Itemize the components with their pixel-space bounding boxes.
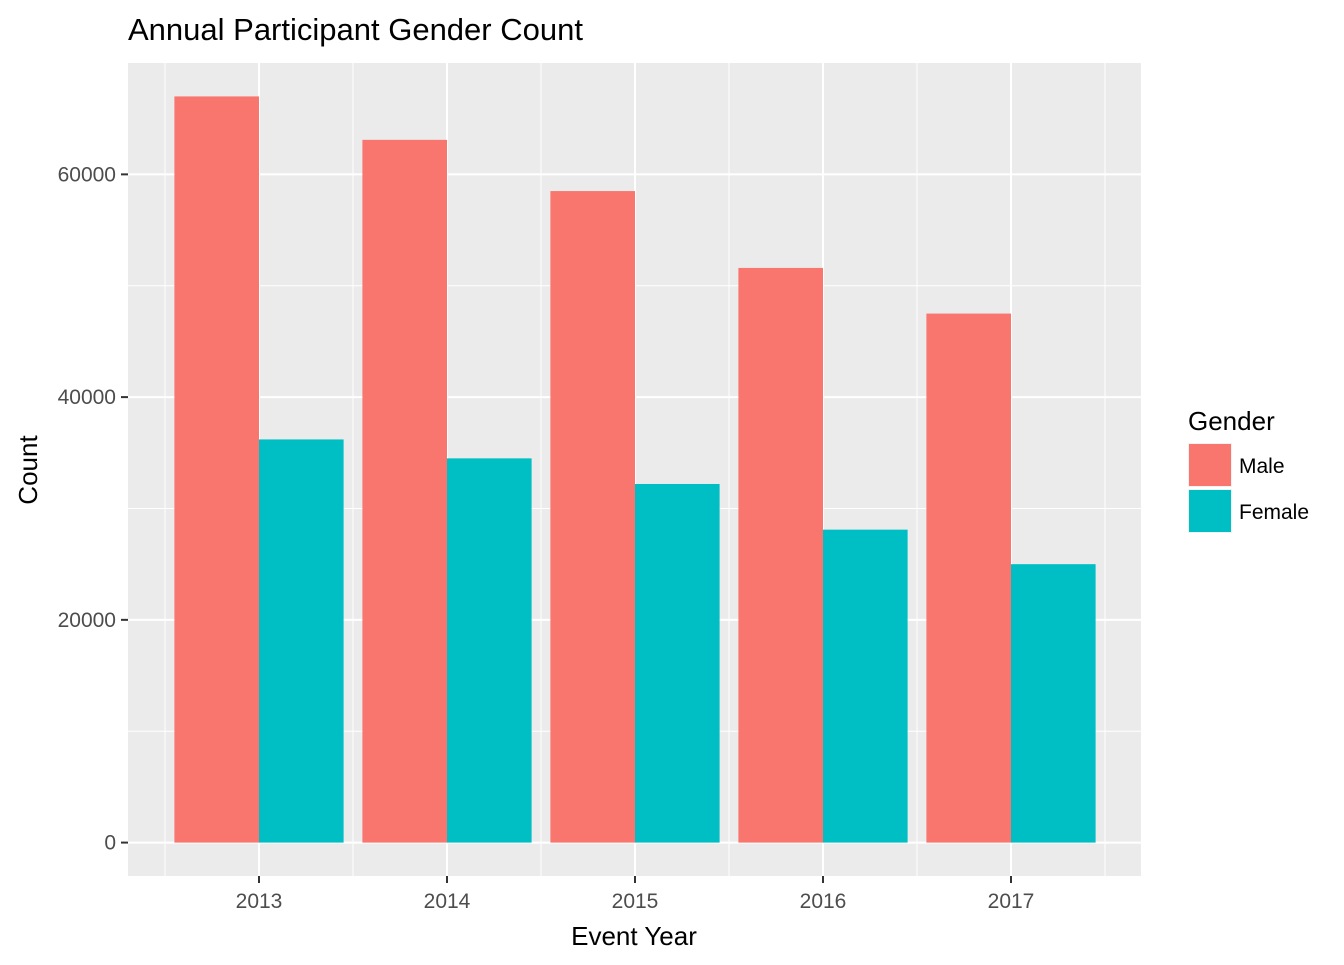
bar-female-2015 xyxy=(635,483,720,843)
bar-female-2017 xyxy=(1011,564,1096,843)
y-tick-label: 40000 xyxy=(58,386,116,409)
bar-female-2013 xyxy=(259,439,344,843)
bar-female-2014 xyxy=(447,458,532,843)
legend-title: Gender xyxy=(1188,406,1275,436)
bar-male-2017 xyxy=(926,313,1011,843)
legend-label-female: Female xyxy=(1239,501,1309,524)
bar-male-2014 xyxy=(362,139,447,843)
y-tick-label: 0 xyxy=(104,832,116,855)
x-tick-label: 2013 xyxy=(236,890,283,913)
bar-female-2016 xyxy=(823,529,908,843)
y-tick-label: 60000 xyxy=(58,163,116,186)
legend-key-female xyxy=(1189,490,1231,532)
bar-male-2013 xyxy=(174,96,259,843)
bar-male-2016 xyxy=(738,267,823,843)
y-axis-label: Count xyxy=(13,435,43,505)
chart-title: Annual Participant Gender Count xyxy=(128,12,583,47)
x-tick-label: 2016 xyxy=(800,890,847,913)
legend: Gender Male Female xyxy=(1188,406,1309,533)
x-tick-label: 2014 xyxy=(424,890,471,913)
bar-male-2015 xyxy=(550,191,635,843)
y-tick-label: 20000 xyxy=(58,609,116,632)
axes: 0 20000 40000 60000 2013 2014 2015 2016 2017 xyxy=(58,163,1035,913)
legend-key-male xyxy=(1189,444,1231,486)
legend-items: Male Female xyxy=(1188,443,1309,533)
legend-label-male: Male xyxy=(1239,455,1285,478)
x-tick-label: 2015 xyxy=(612,890,659,913)
x-axis-label: Event Year xyxy=(571,921,697,951)
bars xyxy=(174,96,1096,843)
x-tick-label: 2017 xyxy=(988,890,1035,913)
